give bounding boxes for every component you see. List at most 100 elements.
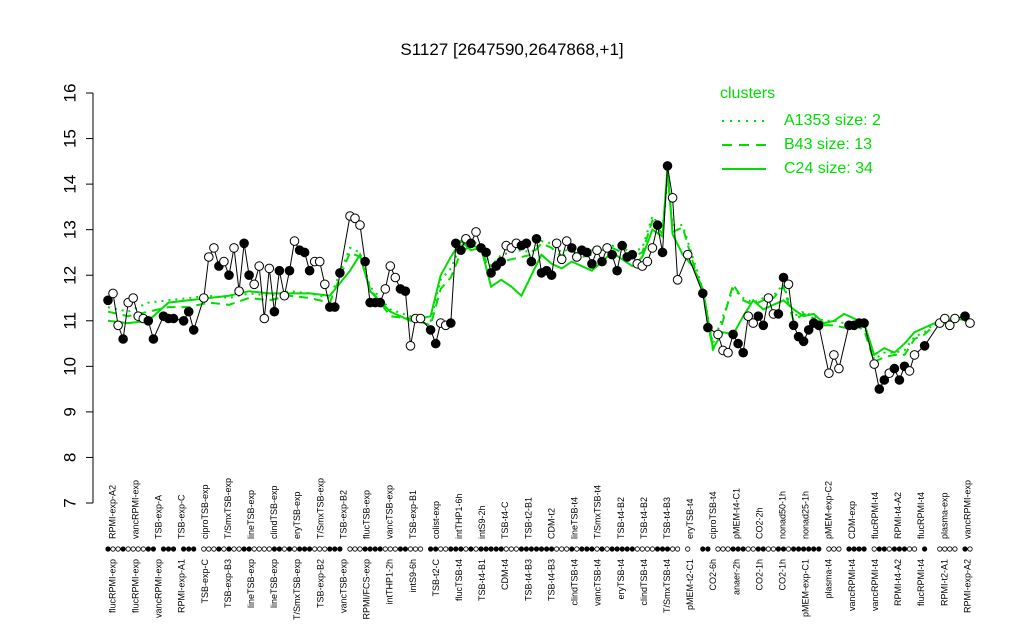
rug-mark [417, 546, 424, 552]
rug-mark [125, 546, 131, 552]
data-point [486, 268, 496, 278]
rug-mark [438, 546, 444, 552]
rug-mark [392, 546, 398, 552]
category-label: intS9-6h [408, 559, 418, 593]
rug-mark [755, 546, 761, 552]
data-point [561, 236, 572, 246]
category-label: anaer-2h [731, 559, 741, 595]
rug-mark [770, 546, 777, 552]
chart-title: S1127 [2647590,2647868,+1] [400, 40, 623, 59]
rug-mark [896, 546, 903, 552]
rug-mark [473, 546, 479, 552]
data-point [249, 279, 259, 290]
data-point [108, 288, 118, 299]
data-point [647, 243, 658, 253]
expression-line [107, 165, 971, 391]
rug-mark [165, 546, 172, 552]
rug-mark [443, 546, 449, 552]
legend-entries: A1353 size: 2 B43 size: 13 C24 size: 34 [722, 112, 881, 177]
data-point [788, 320, 799, 331]
data-point [753, 311, 764, 322]
rug-mark [241, 546, 247, 552]
category-label: lineTSB-exp [246, 559, 256, 608]
rug-mark [609, 546, 615, 552]
rug-mark [327, 546, 333, 552]
category-label: TSB-exp-C [200, 559, 210, 604]
rug-mark [624, 546, 630, 552]
cluster-line-dotted [107, 174, 970, 362]
rug-mark [750, 546, 756, 552]
rug-mark [261, 546, 267, 552]
data-point [662, 161, 673, 171]
rug-mark [891, 546, 898, 552]
rug-mark [382, 546, 388, 552]
y-tick-label: 7 [60, 498, 79, 507]
category-label: TSB-exp-C [177, 494, 187, 539]
category-label: vancTSB-exp [338, 559, 348, 613]
data-point [667, 193, 678, 203]
data-point [471, 227, 481, 237]
y-tick-label: 13 [60, 220, 79, 239]
data-point [148, 334, 159, 344]
data-point [269, 306, 280, 317]
rug-mark [533, 546, 540, 552]
rug-mark [947, 546, 953, 552]
bottom-category-labels: flucRPMI-exp flucRPMI-exp vancRPMI-exp RPMI… [107, 559, 972, 621]
data-point [350, 213, 360, 224]
category-label: T/SmxTSB-exp [315, 478, 325, 539]
rug-mark [145, 546, 151, 552]
category-label: pMEM-exp-C1 [801, 559, 811, 617]
rug-mark [780, 546, 787, 552]
category-label: T/SmxTSB-t4 [593, 485, 603, 539]
category-label: CO2-2h [754, 507, 764, 539]
rug-mark [876, 546, 882, 552]
data-point [143, 316, 154, 326]
rug-mark [604, 546, 610, 552]
rug-mark [453, 546, 459, 552]
y-tick-label: 15 [60, 129, 79, 148]
data-point [778, 272, 789, 283]
category-label: TSB-exp-B1 [408, 490, 418, 539]
category-label: vancRPMI-t4 [847, 559, 857, 611]
rug-mark [332, 546, 338, 552]
rug-mark [216, 546, 222, 552]
rug-mark [816, 546, 822, 552]
category-label: flucRPMI-exp [130, 559, 140, 613]
category-label: TSB-t2-B1 [523, 497, 533, 539]
rug-mark [911, 546, 918, 552]
rug-mark [644, 546, 651, 552]
rug-mark [795, 546, 802, 552]
data-point [607, 249, 617, 260]
data-point [103, 295, 113, 306]
data-point [375, 297, 386, 308]
data-point [682, 249, 693, 260]
data-point [456, 245, 466, 255]
legend-title: clusters [720, 85, 775, 102]
y-axis: 7 8 9 10 11 12 13 14 15 16 [60, 84, 94, 508]
rug-mark [377, 546, 383, 552]
rug-mark [836, 546, 842, 552]
data-point [592, 245, 602, 255]
data-point [425, 325, 436, 335]
rug-mark [952, 546, 958, 552]
rug-mark [352, 546, 358, 552]
data-point [803, 325, 814, 335]
rug-mark [730, 546, 736, 552]
category-label: lineTSB-exp [246, 490, 256, 539]
rug-mark [201, 546, 207, 552]
category-label: TSB-exp-B2 [338, 490, 348, 539]
data-point [521, 238, 532, 249]
legend-label: C24 size: 34 [784, 160, 873, 177]
data-point [244, 270, 254, 281]
data-point [209, 243, 219, 253]
rug-mark [236, 546, 242, 552]
rug-mark [881, 546, 887, 552]
rug-mark [720, 546, 726, 552]
data-point [758, 320, 769, 331]
legend-label: B43 size: 13 [784, 136, 872, 153]
data-point [672, 275, 683, 285]
rug-mark [256, 546, 262, 552]
category-label: TSB-t4-B3 [662, 497, 672, 539]
rug-mark [397, 546, 403, 552]
data-point [178, 316, 189, 326]
